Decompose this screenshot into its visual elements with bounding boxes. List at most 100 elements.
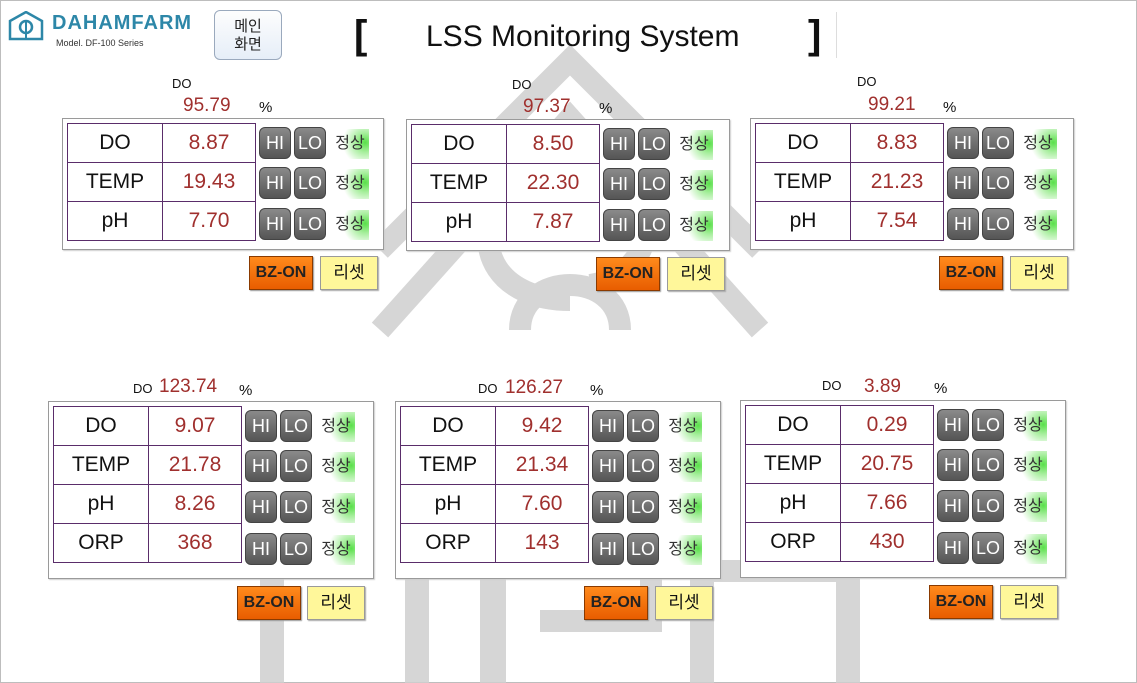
hi-indicator: HI [603,209,635,241]
table-row: pH 8.26 [53,484,242,524]
normal-indicator: 정상 [664,452,702,482]
main-screen-button[interactable]: 메인 화면 [214,10,282,60]
tank6-row4-name: ORP [745,522,841,562]
hi-indicator: HI [259,208,291,240]
brand-name: DAHAMFARM [52,12,193,34]
tank1-reset-button[interactable]: 리셋 [320,256,378,290]
normal-indicator: 정상 [675,170,713,200]
page-title: LSS Monitoring System [426,20,740,53]
tank2-reset-button[interactable]: 리셋 [667,257,725,291]
normal-indicator: 정상 [664,493,702,523]
table-row: pH 7.60 [400,484,589,524]
normal-indicator: 정상 [331,169,369,199]
table-row: ORP 368 [53,523,242,563]
lo-indicator: LO [982,167,1014,199]
hi-indicator: HI [592,450,624,482]
normal-indicator: 정상 [675,130,713,160]
tank1-buzzer-button[interactable]: BZ-ON [249,256,313,290]
tank3-percent-sign: % [943,99,957,116]
table-row: DO 8.50 [411,124,600,164]
lo-indicator: LO [982,127,1014,159]
tank5-row2-value: 21.34 [495,445,589,485]
tank6-row1-name: DO [745,405,841,445]
normal-indicator: 정상 [317,452,355,482]
normal-indicator: 정상 [317,412,355,442]
tank4-row4-name: ORP [53,523,149,563]
hi-indicator: HI [245,533,277,565]
tank2-row2-name: TEMP [411,163,507,203]
tank5-row1-value: 9.42 [495,406,589,446]
table-row: DO 9.07 [53,406,242,446]
tank5-do-label: DO [478,381,498,396]
tank5-buzzer-button[interactable]: BZ-ON [584,586,648,620]
tank6-row3-value: 7.66 [840,483,934,523]
normal-indicator: 정상 [1009,411,1047,441]
tank1-do-percent: 95.79 [183,95,231,116]
tank4-row1-name: DO [53,406,149,446]
table-row: ORP 143 [400,523,589,563]
normal-indicator: 정상 [1009,451,1047,481]
tank2-row1-value: 8.50 [506,124,600,164]
tank4-row2-name: TEMP [53,445,149,485]
tank1-do-label: DO [172,76,192,91]
tank1-readings-table: DO 8.87 TEMP 19.43 pH 7.70 [67,123,256,241]
table-row: TEMP 20.75 [745,444,934,484]
table-row: DO 8.87 [67,123,256,163]
tank6-percent-sign: % [934,380,948,397]
tank6-row2-value: 20.75 [840,444,934,484]
hi-indicator: HI [947,167,979,199]
tank2-readings-table: DO 8.50 TEMP 22.30 pH 7.87 [411,124,600,242]
tank6-reset-button[interactable]: 리셋 [1000,585,1058,619]
table-row: TEMP 21.78 [53,445,242,485]
hi-indicator: HI [245,450,277,482]
tank3-reset-button[interactable]: 리셋 [1010,256,1068,290]
lo-indicator: LO [638,168,670,200]
tank4-do-label: DO [133,381,153,396]
tank1-percent-sign: % [259,99,273,116]
tank5-row3-name: pH [400,484,496,524]
tank6-panel: DO 0.29 TEMP 20.75 pH 7.66 ORP 430 HI LO 정상 … [740,400,1066,578]
hi-indicator: HI [259,167,291,199]
hi-indicator: HI [947,208,979,240]
hi-indicator: HI [259,127,291,159]
tank3-row1-name: DO [755,123,851,163]
tank2-buzzer-button[interactable]: BZ-ON [596,257,660,291]
tank5-do-percent: 126.27 [505,377,564,398]
tank5-row2-name: TEMP [400,445,496,485]
tank5-panel: DO 9.42 TEMP 21.34 pH 7.60 ORP 143 HI LO 정상 … [395,401,721,579]
tank2-do-label: DO [512,77,532,92]
tank4-buzzer-button[interactable]: BZ-ON [237,586,301,620]
normal-indicator: 정상 [664,535,702,565]
lo-indicator: LO [294,127,326,159]
tank5-reset-button[interactable]: 리셋 [655,586,713,620]
hi-indicator: HI [592,491,624,523]
tank3-row2-value: 21.23 [850,162,944,202]
tank5-row3-value: 7.60 [495,484,589,524]
tank5-percent-sign: % [590,382,604,399]
farm-house-logo-icon [8,11,44,41]
tank6-do-label: DO [822,378,842,393]
tank6-row4-value: 430 [840,522,934,562]
lo-indicator: LO [982,208,1014,240]
tank2-percent-sign: % [599,100,613,117]
tank6-buzzer-button[interactable]: BZ-ON [929,585,993,619]
normal-indicator: 정상 [1019,210,1057,240]
table-row: DO 8.83 [755,123,944,163]
tank3-row3-name: pH [755,201,851,241]
table-row: pH 7.54 [755,201,944,241]
tank4-panel: DO 9.07 TEMP 21.78 pH 8.26 ORP 368 HI LO 정상 … [48,401,374,579]
lo-indicator: LO [627,450,659,482]
title-bracket-open: [ [354,13,368,57]
lo-indicator: LO [972,490,1004,522]
hi-indicator: HI [937,490,969,522]
tank3-buzzer-button[interactable]: BZ-ON [939,256,1003,290]
tank4-reset-button[interactable]: 리셋 [307,586,365,620]
tank1-panel: DO 8.87 TEMP 19.43 pH 7.70 HI LO 정상 HI LO 정… [62,118,384,250]
normal-indicator: 정상 [1009,492,1047,522]
tank2-do-percent: 97.37 [523,96,571,117]
tank2-panel: DO 8.50 TEMP 22.30 pH 7.87 HI LO 정상 HI LO 정… [406,119,730,251]
lo-indicator: LO [294,208,326,240]
hi-indicator: HI [592,533,624,565]
hi-indicator: HI [937,532,969,564]
normal-indicator: 정상 [331,129,369,159]
